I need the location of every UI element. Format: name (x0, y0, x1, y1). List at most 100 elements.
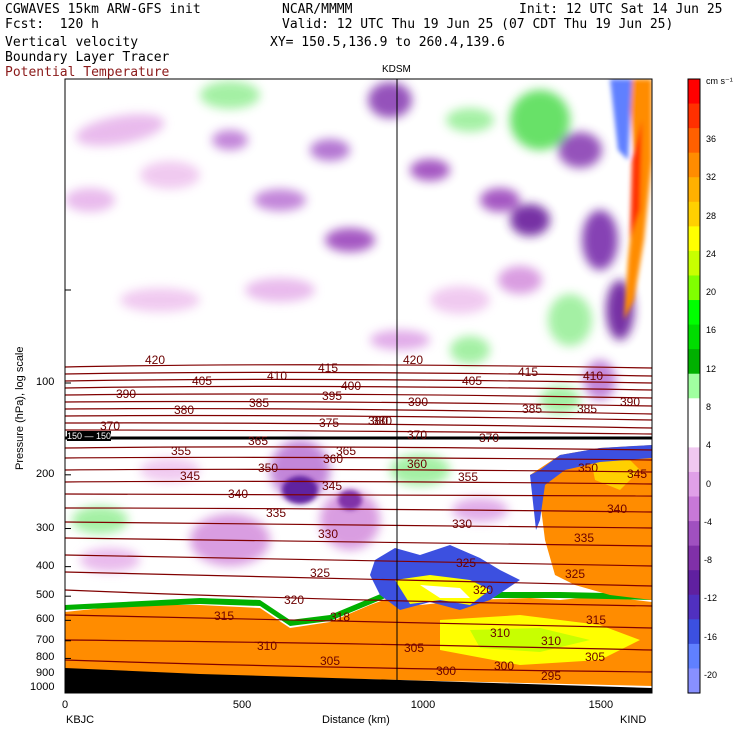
theta-label: 318 (330, 610, 350, 624)
theta-label: 410 (583, 369, 603, 383)
theta-label: 325 (565, 567, 585, 581)
colorbar-swatch (688, 570, 700, 596)
theta-label: 355 (458, 470, 478, 484)
theta-label: 335 (266, 506, 286, 520)
right-station-label: KIND (620, 714, 647, 726)
theta-label: 380 (368, 414, 388, 428)
theta-label: 365 (248, 434, 268, 448)
theta-label: 345 (322, 479, 342, 493)
y-tick-label: 1000 (30, 681, 55, 693)
colorbar-tick-label: 0 (706, 478, 712, 489)
theta-label: 340 (228, 487, 248, 501)
colorbar-tick-label: 32 (706, 172, 717, 183)
colorbar-tick-label: 4 (706, 440, 712, 451)
x-tick-label: 1500 (588, 699, 614, 711)
x-tick-label: 500 (232, 699, 252, 711)
colorbar-swatch (688, 398, 700, 424)
y-tick-label: 700 (36, 633, 55, 646)
theta-label: 410 (267, 369, 287, 383)
theta-label: 325 (310, 566, 330, 580)
y-tick-label: 300 (36, 521, 55, 534)
colorbar-tick-label: -12 (704, 593, 718, 604)
theta-label: 365 (336, 444, 356, 458)
y-tick-label: 100 (36, 376, 55, 388)
theta-label: 305 (320, 654, 340, 668)
y-tick-label: 600 (36, 613, 55, 626)
source-label: NCAR/MMMM (282, 2, 353, 17)
y-tick-label: 800 (36, 651, 55, 664)
theta-label: 305 (404, 641, 424, 655)
theta-label: 370 (100, 419, 120, 433)
terrain (65, 668, 652, 693)
colorbar-tick-label: 36 (706, 134, 717, 144)
theta-label: 330 (452, 517, 472, 531)
left-station-label: KBJC (66, 714, 95, 726)
colorbar-swatch (688, 471, 700, 498)
theta-label: 385 (577, 402, 597, 416)
theta-label: 380 (174, 403, 194, 417)
theta-label: 315 (586, 613, 606, 627)
valid-time: Valid: 12 UTC Thu 19 Jun 25 (07 CDT Thu … (282, 17, 674, 32)
x-tick-label: 1000 (410, 699, 436, 711)
colorbar-swatch (688, 521, 700, 547)
init-time: Init: 12 UTC Sat 14 Jun 25 (519, 2, 723, 17)
theta-label: 420 (145, 353, 165, 367)
colorbar-frame (687, 78, 701, 694)
colorbar-swatch (688, 643, 700, 670)
theta-label: 415 (518, 365, 538, 379)
theta-label: 330 (318, 527, 338, 541)
colorbar-swatch (688, 447, 700, 473)
colorbar-swatch (688, 422, 700, 448)
colorbar-tick-label: -20 (704, 670, 718, 680)
colorbar-swatch (688, 152, 700, 178)
theta-label: 350 (578, 461, 598, 475)
x-tick-label: 0 (62, 699, 69, 711)
theta-label: 420 (403, 353, 423, 367)
theta-label: 345 (627, 467, 647, 481)
colorbar-tick-label: 8 (706, 402, 712, 412)
colorbar-tick-label: 12 (706, 363, 717, 374)
upper-wave-field (65, 81, 634, 572)
colorbar-swatch (688, 349, 700, 375)
theta-label: 360 (323, 452, 343, 466)
theta-label: 325 (456, 556, 476, 570)
colorbar-swatch (688, 177, 700, 203)
theta-label: 300 (436, 664, 456, 678)
colorbar-tick-label: 28 (706, 210, 717, 221)
y-tick-label: 500 (36, 589, 55, 602)
colorbar-swatch (688, 103, 700, 129)
y-tick-label: 400 (36, 559, 55, 572)
theta-label: 310 (490, 626, 510, 640)
theta-label: 335 (574, 531, 594, 545)
theta-label: 345 (180, 469, 200, 483)
x-axis-label: Distance (km) (322, 714, 390, 726)
theta-label: 295 (541, 669, 561, 683)
colorbar-swatch (688, 226, 700, 252)
colorbar-swatch (688, 619, 700, 645)
axis-ticks (64, 289, 600, 693)
colorbar-swatch (688, 373, 700, 399)
colorbar-swatch (688, 79, 700, 105)
theta-label: 385 (522, 402, 542, 416)
colorbar-swatch (688, 300, 700, 326)
colorbar-swatch (688, 496, 700, 522)
theta-label: 355 (171, 444, 191, 458)
colorbar-swatch (688, 201, 700, 227)
mid-station-label: KDSM (382, 64, 411, 75)
model-title: CGWAVES 15km ARW-GFS init (5, 2, 201, 17)
colorbar-tick-label: 16 (706, 325, 717, 336)
colorbar-swatch (688, 324, 700, 350)
colorbar-swatch (688, 668, 700, 694)
xy-endpoints: XY= 150.5,136.9 to 260.4,139.6 (270, 35, 505, 50)
field-boundary-layer-tracer: Boundary Layer Tracer (5, 50, 170, 65)
theta-label: 320 (284, 593, 304, 607)
colorbar (688, 79, 700, 694)
colorbar-swatch (688, 250, 700, 277)
theta-label: 390 (620, 395, 640, 409)
theta-label: 395 (322, 389, 342, 403)
colorbar-swatch (688, 275, 700, 301)
theta-label: 380 (372, 414, 392, 428)
y-axis-label: Pressure (hPa), log scale (14, 346, 26, 471)
plot-frame (64, 78, 653, 694)
